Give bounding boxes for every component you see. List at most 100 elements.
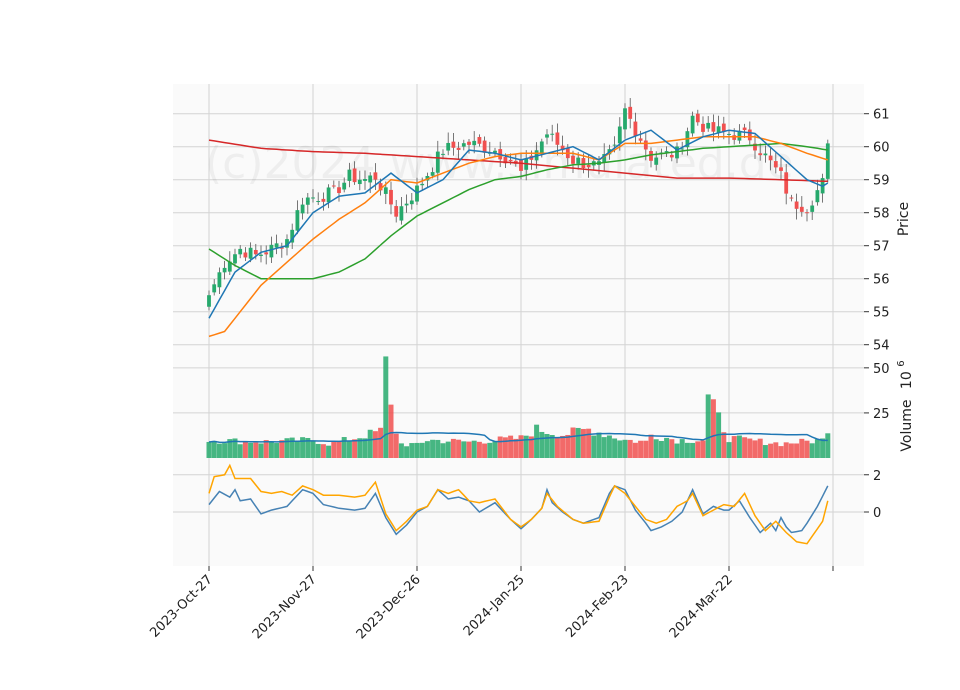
price-axis-label: Price (896, 202, 912, 236)
volume-bar-8 (248, 442, 254, 458)
volume-bar-94 (695, 441, 701, 458)
volume-bar-28 (352, 439, 358, 458)
volume-bar-114 (799, 438, 805, 458)
volume-bar-36 (393, 433, 399, 458)
volume-bar-30 (362, 438, 368, 458)
candle-body-27 (347, 169, 352, 181)
volume-bar-26 (341, 437, 347, 458)
candle-body-18 (300, 204, 305, 214)
candle-body-5 (233, 254, 237, 264)
osc-tick-0: 0 (873, 506, 881, 521)
volume-bar-56 (497, 436, 503, 458)
candle-body-89 (669, 154, 674, 158)
candle-body-13 (274, 243, 279, 248)
candle-body-119 (825, 143, 830, 179)
volume-bar-38 (404, 446, 410, 458)
volume-bar-6 (237, 444, 243, 458)
candle-body-29 (357, 179, 362, 185)
volume-bar-72 (580, 428, 586, 458)
candle-body-15 (285, 239, 289, 248)
candle-body-19 (305, 197, 310, 205)
candle-body-98 (716, 126, 721, 133)
candle-body-86 (654, 157, 659, 165)
price-tick-60: 60 (873, 141, 890, 156)
svg-text:Volume 10 6: Volume 10 6 (896, 360, 915, 451)
candle-body-9 (253, 249, 258, 255)
candle-body-76 (602, 154, 607, 163)
candle-body-52 (477, 137, 482, 144)
volume-bar-81 (627, 439, 633, 458)
volume-bar-15 (284, 438, 290, 458)
candle-body-34 (383, 187, 388, 194)
candle-body-104 (747, 129, 752, 141)
x-tick-label-4: 2024-Feb-23 (563, 572, 632, 641)
volume-bar-33 (378, 427, 384, 458)
volume-bar-43 (430, 439, 436, 458)
volume-bar-20 (310, 440, 316, 458)
candle-body-22 (321, 198, 326, 202)
oscillator-lines (208, 463, 829, 545)
volume-bar-103 (742, 437, 748, 458)
volume-bar-54 (487, 442, 493, 458)
candle-body-94 (695, 113, 700, 123)
candle-body-48 (456, 147, 461, 150)
volume-bar-21 (315, 443, 321, 458)
candle-body-70 (571, 155, 575, 164)
volume-bar-55 (492, 440, 498, 458)
candle-body-8 (248, 247, 253, 259)
volume-bar-73 (586, 428, 592, 458)
volume-bar-75 (596, 432, 602, 458)
candle-body-16 (290, 229, 295, 243)
volume-bars (206, 356, 831, 458)
candle-body-111 (784, 172, 789, 194)
candle-body-26 (342, 182, 347, 190)
price-tick-58: 58 (873, 207, 890, 222)
volume-bar-76 (601, 437, 607, 458)
candle-body-55 (493, 150, 497, 153)
x-tick-label-3: 2024-Jan-25 (461, 572, 528, 639)
candle-body-30 (363, 178, 367, 181)
candle-body-64 (539, 141, 544, 154)
volume-bar-69 (565, 434, 571, 458)
volume-bar-78 (612, 438, 618, 458)
volume-bar-25 (336, 440, 342, 458)
volume-bar-29 (357, 438, 363, 458)
candle-body-24 (331, 185, 336, 187)
volume-tick-50: 50 (873, 362, 890, 377)
volume-bar-89 (669, 439, 675, 458)
candle-body-14 (279, 247, 284, 249)
volume-bar-115 (804, 440, 810, 458)
volume-bar-64 (539, 431, 545, 458)
volume-bar-2 (216, 443, 222, 458)
volume-bar-88 (664, 437, 670, 458)
volume-bar-58 (508, 435, 514, 458)
volume-bar-82 (632, 442, 638, 458)
volume-axis-label-text: Volume (899, 400, 915, 452)
candle-body-81 (628, 106, 633, 119)
volume-bar-42 (424, 441, 430, 458)
volume-bar-112 (788, 443, 794, 458)
candle-body-10 (259, 254, 263, 256)
candle-body-33 (378, 183, 383, 191)
candle-body-103 (742, 127, 747, 131)
oscillator-line-1 (208, 484, 829, 536)
x-tick-label-5: 2024-Mar-22 (667, 572, 736, 641)
y-axis-ticks: 54 55 56 57 58 59 60 61 25 50 0 2 (864, 108, 890, 521)
price-tick-61: 61 (873, 108, 890, 123)
candle-body-45 (441, 153, 445, 155)
candle-body-31 (368, 175, 373, 183)
candle-body-38 (404, 203, 409, 206)
volume-bar-39 (409, 443, 415, 458)
volume-bar-3 (222, 443, 228, 458)
volume-bar-86 (653, 439, 659, 458)
candle-body-17 (295, 210, 300, 231)
volume-bar-99 (721, 432, 727, 458)
volume-bar-48 (456, 439, 462, 458)
volume-bar-110 (778, 446, 784, 458)
volume-bar-102 (736, 435, 742, 458)
candle-body-57 (503, 157, 508, 164)
candle-body-50 (467, 141, 471, 145)
volume-bar-104 (747, 438, 753, 458)
moving-average-lines (208, 129, 829, 338)
